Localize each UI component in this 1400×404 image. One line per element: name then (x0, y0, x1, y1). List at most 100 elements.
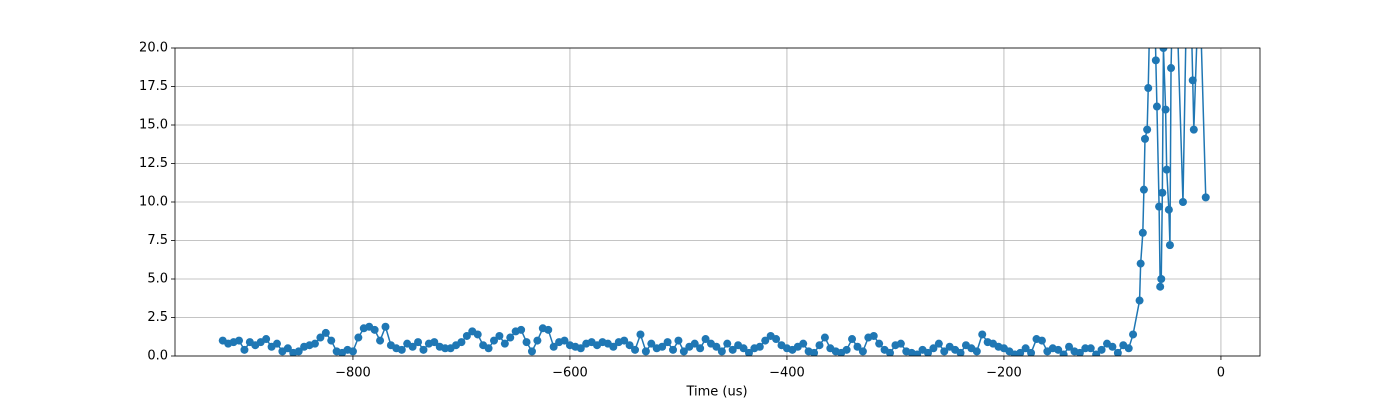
data-point (527, 347, 536, 356)
data-point (397, 345, 406, 354)
x-tick-label: −400 (769, 366, 805, 381)
data-point (886, 348, 895, 356)
data-point (1059, 350, 1068, 356)
data-point (1097, 345, 1106, 354)
data-point (316, 333, 325, 342)
data-point (1140, 134, 1149, 143)
data-point (1178, 198, 1187, 206)
data-point (631, 345, 640, 354)
y-tick-label: 0.0 (147, 349, 168, 364)
data-point (457, 338, 466, 347)
data-point (1152, 102, 1161, 111)
data-point (370, 325, 379, 334)
data-point (1165, 241, 1174, 250)
data-point (663, 338, 672, 347)
y-tick-label: 7.5 (147, 233, 168, 248)
data-point (1129, 330, 1138, 339)
data-point (381, 322, 390, 331)
data-point (761, 336, 770, 345)
data-point (1167, 64, 1176, 73)
data-point (696, 344, 705, 353)
data-point (658, 342, 667, 351)
data-point (755, 342, 764, 351)
grid (175, 47, 1260, 357)
data-point (1016, 348, 1025, 356)
y-tick-label: 20.0 (139, 41, 168, 56)
data-point (1144, 84, 1153, 93)
data-point (283, 344, 292, 353)
data-point (858, 347, 867, 356)
data-point (235, 336, 244, 345)
data-point (620, 336, 629, 345)
data-point (669, 345, 678, 354)
data-point (869, 331, 878, 340)
data-point (522, 338, 531, 347)
x-tick-label: −200 (986, 366, 1022, 381)
data-point (728, 345, 737, 354)
data-point (647, 339, 656, 348)
ticks: −800 −600 −400 −200 0 0.0 2.5 5.0 7.5 10.0 12.5 15.… (139, 41, 1225, 381)
data-point (799, 339, 808, 348)
y-tick-label: 15.0 (139, 118, 168, 133)
data-point (549, 342, 558, 351)
data-point (1124, 344, 1133, 353)
data-point (495, 331, 504, 340)
data-point (820, 333, 829, 342)
data-point (1021, 344, 1030, 353)
data-point (1201, 193, 1210, 202)
data-point (1075, 348, 1084, 356)
data-point (517, 325, 526, 334)
data-point (327, 336, 336, 345)
data-point (1037, 336, 1046, 345)
data-point (576, 344, 585, 353)
data-point (430, 338, 439, 347)
data-point (419, 345, 428, 354)
data-point (956, 348, 965, 356)
x-axis-label: Time (us) (685, 385, 747, 400)
data-point (772, 335, 781, 344)
data-point (625, 341, 634, 350)
data-point (560, 336, 569, 345)
y-tick-label: 17.5 (139, 79, 168, 94)
data-line (222, 48, 1207, 356)
x-tick-label: −800 (335, 366, 371, 381)
data-point (810, 348, 819, 356)
data-point (1065, 342, 1074, 351)
data-point (1027, 348, 1036, 356)
data-point (240, 345, 249, 354)
data-point (1164, 205, 1173, 214)
data-point (712, 342, 721, 351)
data-point (1189, 125, 1198, 134)
y-tick-label: 10.0 (139, 195, 168, 210)
data-point (978, 330, 987, 339)
data-point (875, 339, 884, 348)
y-tick-label: 5.0 (147, 272, 168, 287)
data-point (484, 344, 493, 353)
x-tick-label: −600 (552, 366, 588, 381)
data-point (462, 331, 471, 340)
data-point (414, 338, 423, 347)
x-tick-label: 0 (1217, 366, 1225, 381)
data-point (294, 347, 303, 356)
data-point (848, 335, 857, 344)
data-point (473, 330, 482, 339)
data-point (1161, 105, 1170, 114)
data-point (1155, 202, 1164, 211)
y-tick-label: 12.5 (139, 156, 168, 171)
data-point (408, 342, 417, 351)
data-point (717, 347, 726, 356)
data-point (354, 333, 363, 342)
data-point (321, 328, 330, 337)
data-point (376, 336, 385, 345)
data-point (1108, 342, 1117, 351)
data-point (1156, 282, 1165, 291)
data-point (690, 339, 699, 348)
data-point (1151, 56, 1160, 65)
data-point (1158, 188, 1167, 197)
data-point (1135, 296, 1144, 305)
data-point (853, 342, 862, 351)
plot-area (218, 48, 1210, 356)
data-point (272, 339, 281, 348)
data-point (348, 347, 357, 356)
